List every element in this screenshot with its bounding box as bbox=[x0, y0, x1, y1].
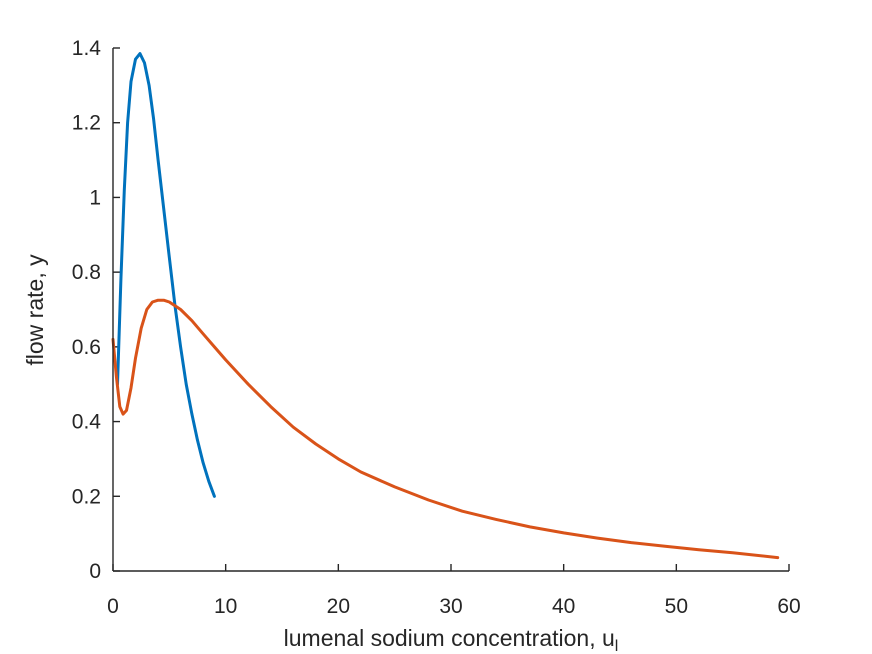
y-tick-label: 1.4 bbox=[72, 37, 102, 60]
x-axis-title-subscript: l bbox=[615, 638, 619, 654]
axes-layer bbox=[112, 48, 789, 572]
x-axis-title: lumenal sodium concentration, ul bbox=[284, 625, 619, 654]
series-line-2 bbox=[111, 298, 780, 560]
ticks-layer: 0 10 20 30 40 50 60 0 0.2 0.4 0.6 0.8 1 1.2 1.4 bbox=[72, 37, 801, 618]
x-tick-label: 0 bbox=[107, 595, 119, 618]
x-tick-label: 60 bbox=[777, 595, 800, 618]
y-tick-label: 0.2 bbox=[72, 485, 101, 508]
series-layer bbox=[111, 52, 780, 560]
x-tick-label: 50 bbox=[665, 595, 688, 618]
y-tick-label: 0.6 bbox=[72, 336, 101, 359]
x-tick-label: 20 bbox=[327, 595, 350, 618]
x-tick-label: 30 bbox=[439, 595, 462, 618]
y-tick-label: 0.8 bbox=[72, 261, 101, 284]
y-tick-label: 1 bbox=[89, 186, 101, 209]
y-axis-title: flow rate, y bbox=[22, 254, 48, 366]
x-tick-label: 10 bbox=[214, 595, 237, 618]
y-tick-label: 0.4 bbox=[72, 411, 102, 434]
y-tick-label: 0 bbox=[89, 560, 101, 583]
series-line-1 bbox=[116, 52, 216, 498]
y-tick-label: 1.2 bbox=[72, 112, 101, 135]
x-tick-label: 40 bbox=[552, 595, 575, 618]
